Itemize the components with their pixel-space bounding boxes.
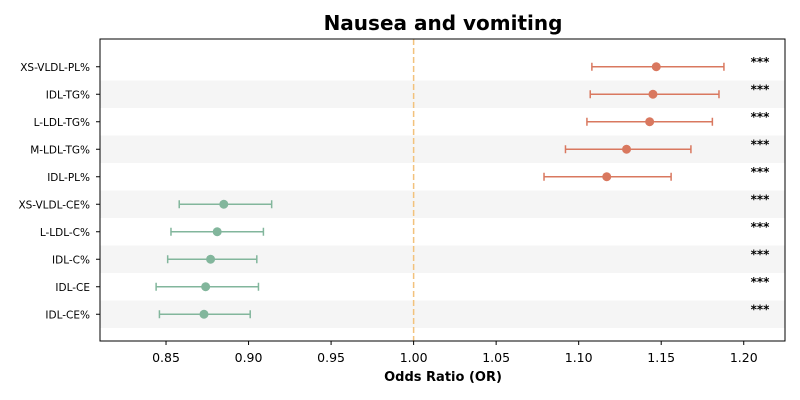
x-tick-label: 1.20 — [730, 350, 758, 365]
significance-label: *** — [751, 275, 771, 289]
y-tick-label: IDL-CE% — [45, 309, 90, 321]
y-tick-label: IDL-C% — [52, 254, 90, 266]
significance-label: *** — [751, 220, 771, 234]
x-tick-label: 0.85 — [152, 350, 180, 365]
y-tick-label: L-LDL-TG% — [34, 117, 90, 129]
y-axis: XS-VLDL-PL% IDL-TG% L-LDL-TG% M-LDL-TG% IDL-… — [18, 62, 100, 321]
y-tick-label: IDL-CE — [55, 282, 90, 294]
y-tick-label: IDL-PL% — [47, 172, 90, 184]
forest-row: *** — [586, 110, 771, 127]
y-tick-label: XS-VLDL-CE% — [18, 199, 90, 211]
significance-label: *** — [751, 247, 771, 261]
chart-title: Nausea and vomiting — [324, 11, 563, 35]
forest-row: *** — [155, 275, 771, 292]
or-point — [648, 89, 658, 99]
x-axis-label: Odds Ratio (OR) — [384, 370, 502, 385]
x-tick-label: 1.15 — [647, 350, 675, 365]
significance-label: *** — [751, 302, 771, 316]
forest-row: *** — [543, 165, 771, 182]
plot-frame — [99, 38, 786, 342]
data-rows: *** *** *** *** *** *** *** *** *** *** — [155, 55, 771, 319]
or-point — [201, 282, 211, 292]
forest-row: *** — [589, 82, 771, 99]
x-axis: 0.85 0.90 0.95 1.00 1.05 1.10 1.15 1.20 — [152, 341, 758, 365]
x-tick-label: 0.95 — [317, 350, 345, 365]
significance-label: *** — [751, 192, 771, 206]
forest-row: *** — [564, 137, 771, 154]
x-tick-label: 1.10 — [565, 350, 593, 365]
y-tick-label: L-LDL-C% — [40, 227, 90, 239]
significance-label: *** — [751, 137, 771, 151]
forest-row: *** — [591, 55, 771, 72]
forest-row: *** — [178, 192, 771, 209]
significance-label: *** — [751, 165, 771, 179]
x-tick-label: 0.90 — [235, 350, 263, 365]
or-point — [645, 117, 655, 127]
forest-row: *** — [170, 220, 771, 237]
or-point — [602, 172, 612, 182]
or-point — [651, 62, 661, 72]
y-tick-label: IDL-TG% — [46, 89, 90, 101]
or-point — [212, 227, 222, 237]
y-tick-label: M-LDL-TG% — [30, 144, 90, 156]
or-point — [206, 254, 216, 264]
or-point — [219, 199, 229, 209]
x-tick-label: 1.05 — [482, 350, 510, 365]
significance-label: *** — [751, 82, 771, 96]
forest-row: *** — [166, 247, 771, 264]
x-tick-label: 1.00 — [400, 350, 428, 365]
or-point — [199, 309, 209, 319]
significance-label: *** — [751, 110, 771, 124]
or-point — [622, 144, 632, 154]
forest-row: *** — [158, 302, 771, 319]
y-tick-label: XS-VLDL-PL% — [20, 62, 90, 74]
significance-label: *** — [751, 55, 771, 69]
